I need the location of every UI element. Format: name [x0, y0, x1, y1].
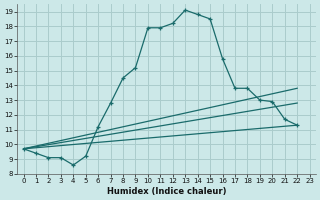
X-axis label: Humidex (Indice chaleur): Humidex (Indice chaleur) — [107, 187, 226, 196]
